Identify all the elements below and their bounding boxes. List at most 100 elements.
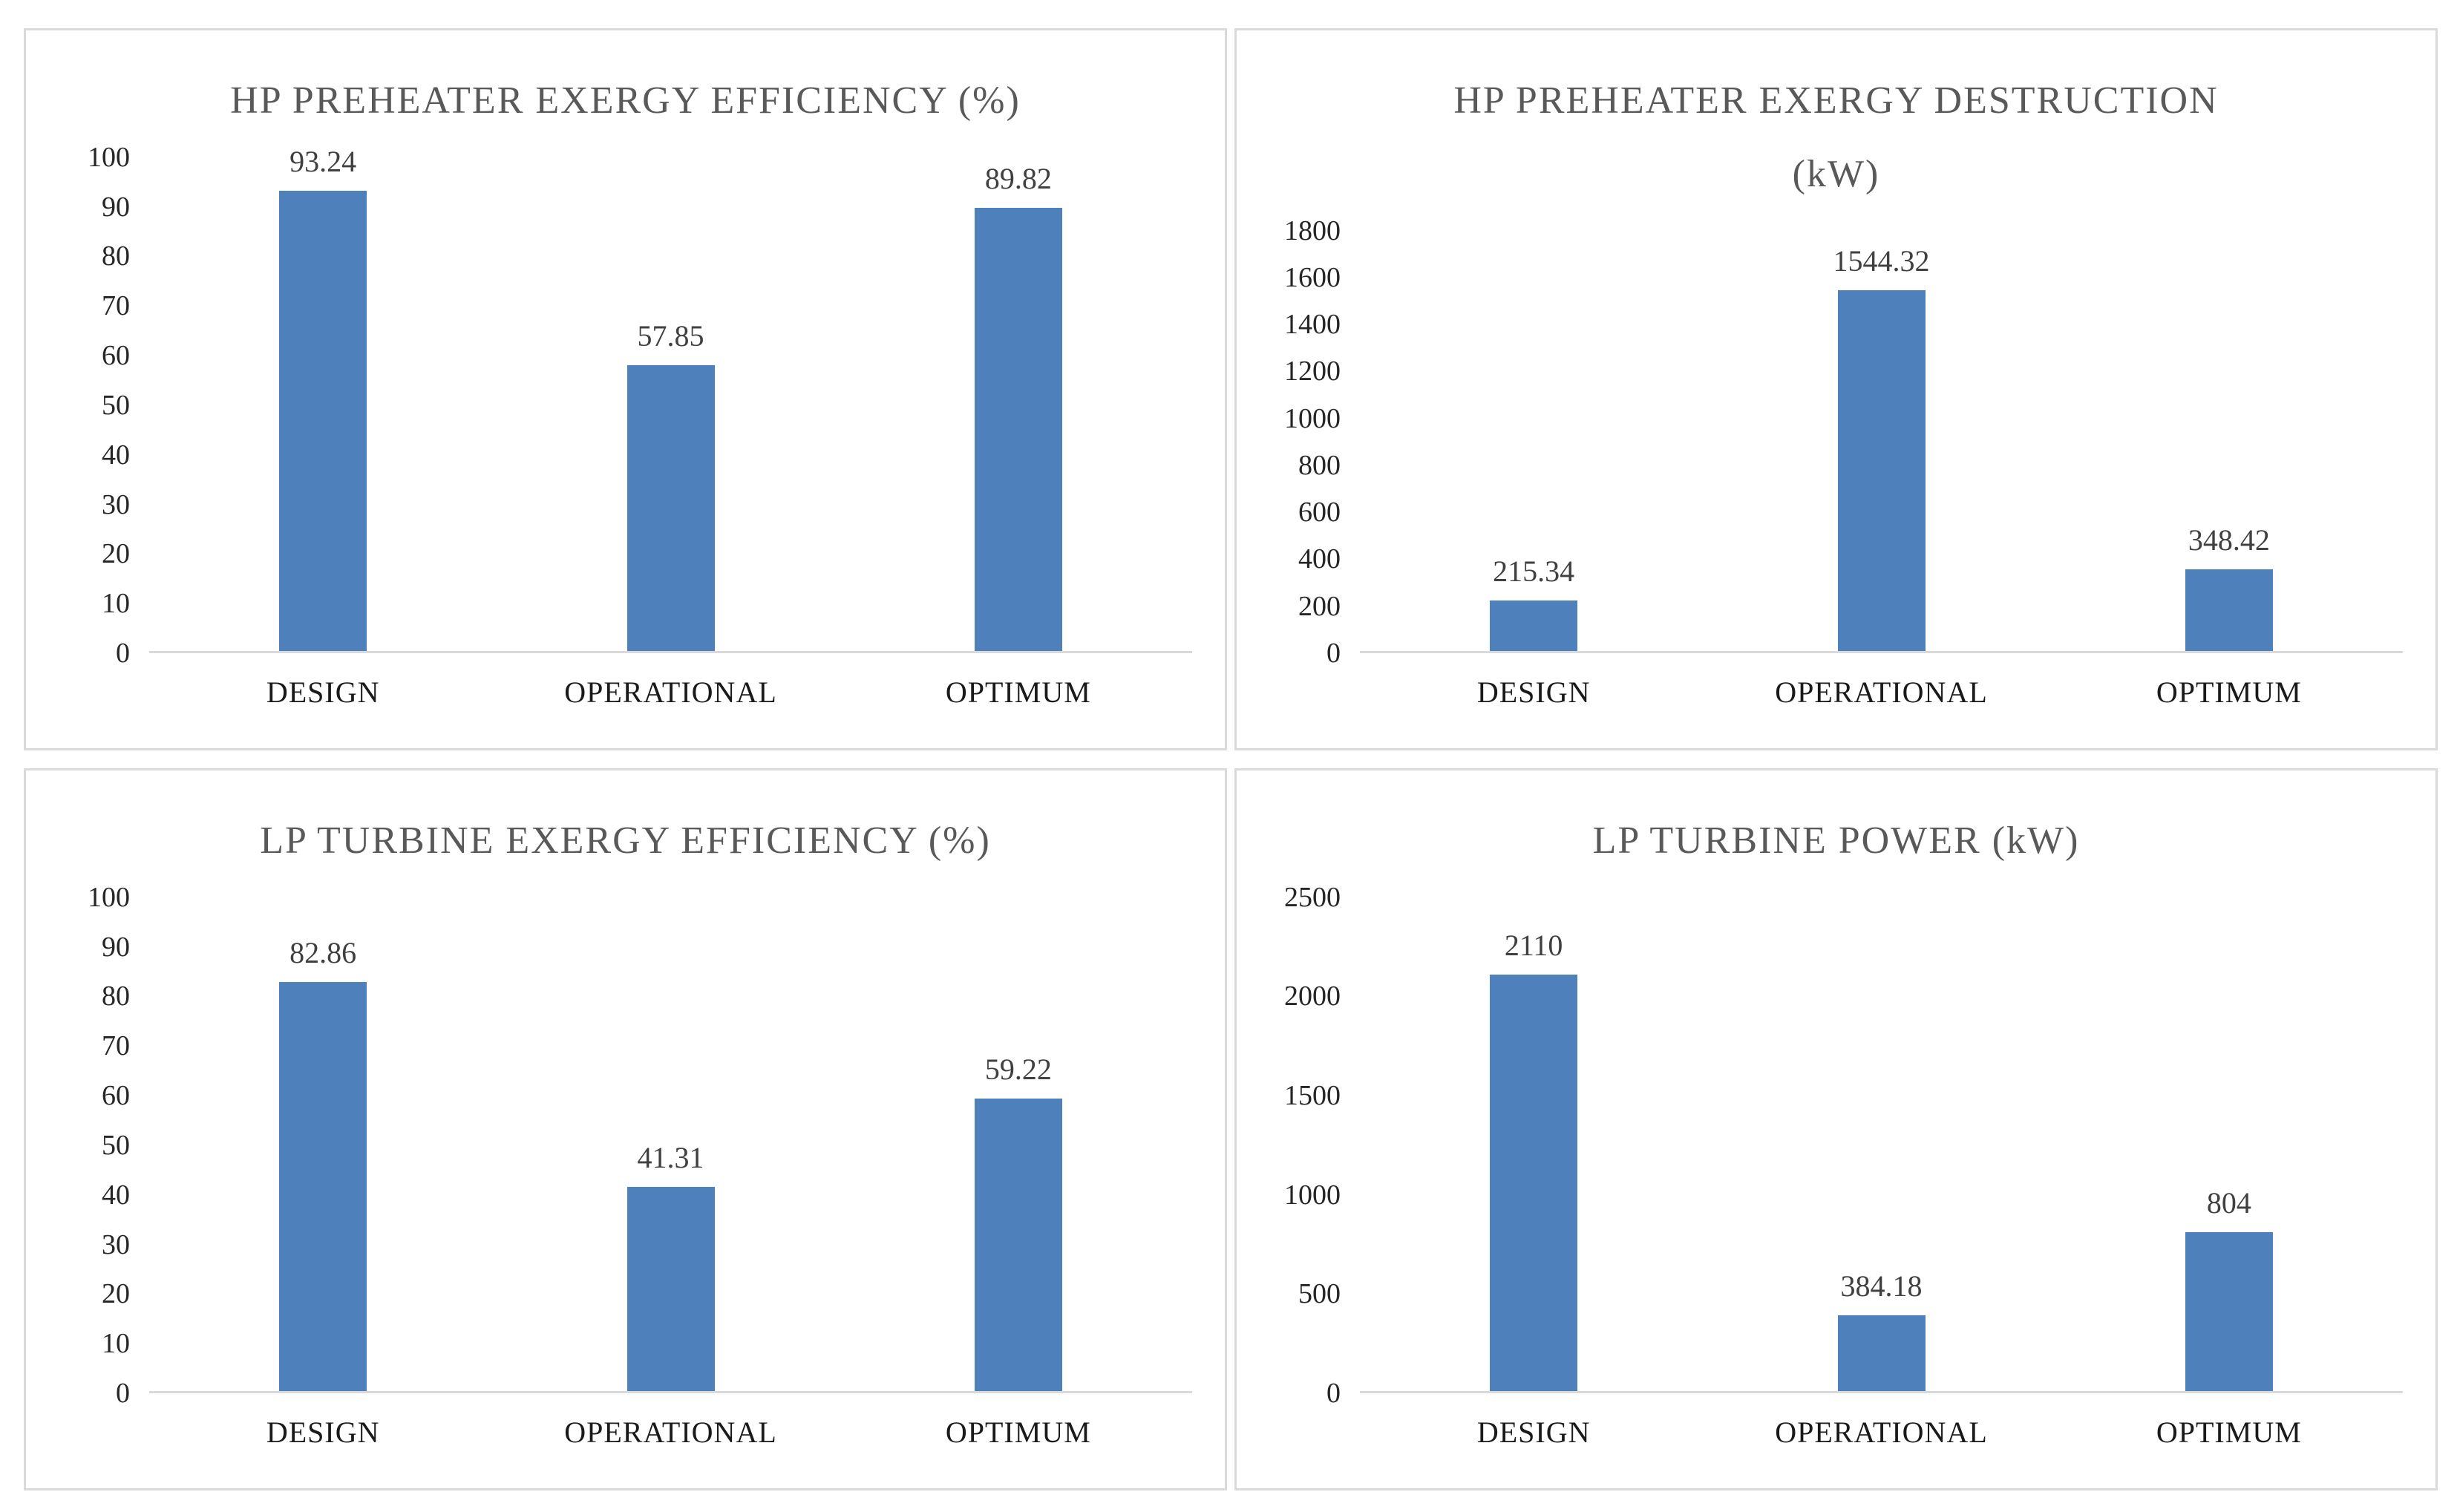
y-axis-tick-label: 50 <box>102 389 130 421</box>
y-axis-tick-label: 2000 <box>1284 981 1341 1012</box>
y-axis-tick-label: 40 <box>102 1179 130 1211</box>
data-label: 59.22 <box>984 1053 1052 1087</box>
chart-body: 0 10 20 30 40 50 60 70 80 90 100 93.24 57.85 89.82 DES… <box>51 142 1192 730</box>
category-label: OPERATIONAL <box>564 675 777 709</box>
y-axis-tick-label: 800 <box>1298 449 1341 481</box>
y-axis-tick-labels: 0 200 400 600 800 1000 1200 1400 1600 1800 <box>1262 215 1360 669</box>
y-axis-tick-label: 1500 <box>1284 1080 1341 1112</box>
y-axis-tick-labels: 0 10 20 30 40 50 60 70 80 90 100 <box>51 882 149 1409</box>
chart-hp-preheater-exergy-efficiency: HP PREHEATER EXERGY EFFICIENCY (%) 0 10 20 3… <box>24 28 1227 750</box>
data-label: 41.31 <box>637 1141 704 1175</box>
data-label: 82.86 <box>289 935 357 969</box>
y-axis-tick-label: 1400 <box>1284 309 1341 341</box>
category-axis: DESIGN OPERATIONAL OPTIMUM <box>1360 1393 2403 1470</box>
data-label: 93.24 <box>289 144 357 178</box>
plot-area: 0 10 20 30 40 50 60 70 80 90 100 82.86 41.31 59.22 <box>51 882 1192 1409</box>
y-axis-tick-label: 70 <box>102 1030 130 1062</box>
plot: 215.34 1544.32 348.42 <box>1360 231 2403 653</box>
y-axis-tick-label: 0 <box>116 638 130 669</box>
chart-title: HP PREHEATER EXERGY EFFICIENCY (%) <box>26 30 1225 138</box>
y-axis-tick-label: 2500 <box>1284 881 1341 913</box>
chart-body: 0 10 20 30 40 50 60 70 80 90 100 82.86 41.31 59.22 DES… <box>51 882 1192 1470</box>
plot: 93.24 57.85 89.82 <box>149 145 1192 653</box>
category-label: DESIGN <box>266 675 380 709</box>
y-axis-tick-label: 0 <box>1326 638 1341 669</box>
bar-optimum <box>2185 569 2273 651</box>
y-axis-tick-label: 100 <box>88 881 130 913</box>
y-axis-tick-label: 1000 <box>1284 1179 1341 1211</box>
y-axis-tick-label: 90 <box>102 931 130 963</box>
y-axis-tick-label: 10 <box>102 588 130 620</box>
chart-title-line: LP TURBINE EXERGY EFFICIENCY (%) <box>260 819 991 862</box>
y-axis-tick-label: 1600 <box>1284 261 1341 293</box>
y-axis-tick-label: 70 <box>102 290 130 322</box>
y-axis-tick-label: 40 <box>102 439 130 471</box>
chart-lp-turbine-exergy-efficiency: LP TURBINE EXERGY EFFICIENCY (%) 0 10 20 30 4… <box>24 768 1227 1490</box>
y-axis-tick-label: 30 <box>102 488 130 520</box>
y-axis-tick-label: 20 <box>102 1278 130 1310</box>
y-axis-tick-label: 1200 <box>1284 356 1341 387</box>
data-label: 384.18 <box>1840 1269 1923 1303</box>
data-label: 89.82 <box>984 161 1052 195</box>
plot-area: 0 10 20 30 40 50 60 70 80 90 100 93.24 57.85 89.82 <box>51 142 1192 669</box>
data-label: 804 <box>2206 1186 2251 1220</box>
chart-title-line: HP PREHEATER EXERGY DESTRUCTION <box>1453 79 2219 122</box>
y-axis-tick-label: 50 <box>102 1129 130 1161</box>
chart-body: 0 200 400 600 800 1000 1200 1400 1600 1800 215.34 1… <box>1262 215 2403 730</box>
category-label: OPTIMUM <box>945 1415 1091 1449</box>
chart-title: LP TURBINE EXERGY EFFICIENCY (%) <box>26 770 1225 878</box>
y-axis-tick-label: 500 <box>1298 1278 1341 1310</box>
category-label: OPTIMUM <box>945 675 1091 709</box>
chart-body: 0 500 1000 1500 2000 2500 2110 384.18 804 DESIGN O… <box>1262 882 2403 1470</box>
chart-hp-preheater-exergy-destruction: HP PREHEATER EXERGY DESTRUCTION (kW) 0 200 4… <box>1234 28 2438 750</box>
category-axis: DESIGN OPERATIONAL OPTIMUM <box>149 653 1192 730</box>
bar-operational <box>1837 1315 1926 1391</box>
y-axis-tick-label: 100 <box>88 141 130 173</box>
data-label: 57.85 <box>637 319 704 353</box>
bar-design <box>1490 600 1578 651</box>
category-axis: DESIGN OPERATIONAL OPTIMUM <box>1360 653 2403 730</box>
bar-design <box>279 190 367 651</box>
category-label: OPERATIONAL <box>564 1415 777 1449</box>
chart-title-line: (kW) <box>1792 152 1880 195</box>
data-label: 215.34 <box>1493 554 1575 589</box>
category-label: OPTIMUM <box>2156 675 2302 709</box>
category-label: OPTIMUM <box>2156 1415 2302 1449</box>
y-axis-tick-label: 10 <box>102 1328 130 1360</box>
y-axis-tick-label: 1000 <box>1284 402 1341 434</box>
data-label: 2110 <box>1504 928 1563 962</box>
y-axis-tick-label: 80 <box>102 240 130 272</box>
bar-optimum <box>974 1099 1062 1391</box>
bar-operational <box>626 365 715 651</box>
category-label: DESIGN <box>266 1415 380 1449</box>
bar-optimum <box>974 207 1062 651</box>
y-axis-tick-label: 0 <box>1326 1378 1341 1409</box>
bar-optimum <box>2185 1232 2273 1391</box>
y-axis-tick-label: 60 <box>102 1080 130 1112</box>
category-label: OPERATIONAL <box>1775 675 1988 709</box>
data-label: 1544.32 <box>1833 244 1930 278</box>
chart-title-line: LP TURBINE POWER (kW) <box>1592 819 2080 862</box>
category-label: DESIGN <box>1476 675 1591 709</box>
y-axis-tick-labels: 0 10 20 30 40 50 60 70 80 90 100 <box>51 142 149 669</box>
plot-area: 0 500 1000 1500 2000 2500 2110 384.18 804 <box>1262 882 2403 1409</box>
data-label: 348.42 <box>2188 523 2270 557</box>
chart-title: LP TURBINE POWER (kW) <box>1237 770 2435 878</box>
category-label: DESIGN <box>1476 1415 1591 1449</box>
chart-title: HP PREHEATER EXERGY DESTRUCTION (kW) <box>1237 30 2435 212</box>
y-axis-tick-label: 20 <box>102 538 130 570</box>
chart-title-line: HP PREHEATER EXERGY EFFICIENCY (%) <box>230 79 1021 122</box>
y-axis-tick-label: 80 <box>102 981 130 1012</box>
y-axis-tick-label: 30 <box>102 1228 130 1260</box>
y-axis-tick-label: 400 <box>1298 543 1341 575</box>
y-axis-tick-label: 60 <box>102 340 130 372</box>
y-axis-tick-label: 200 <box>1298 590 1341 622</box>
bar-operational <box>1837 290 1926 651</box>
bar-operational <box>626 1187 715 1391</box>
chart-lp-turbine-power: LP TURBINE POWER (kW) 0 500 1000 1500 2000 250… <box>1234 768 2438 1490</box>
plot: 82.86 41.31 59.22 <box>149 897 1192 1393</box>
plot-area: 0 200 400 600 800 1000 1200 1400 1600 1800 215.34 1… <box>1262 215 2403 669</box>
bar-design <box>1490 974 1578 1391</box>
category-label: OPERATIONAL <box>1775 1415 1988 1449</box>
plot: 2110 384.18 804 <box>1360 897 2403 1393</box>
